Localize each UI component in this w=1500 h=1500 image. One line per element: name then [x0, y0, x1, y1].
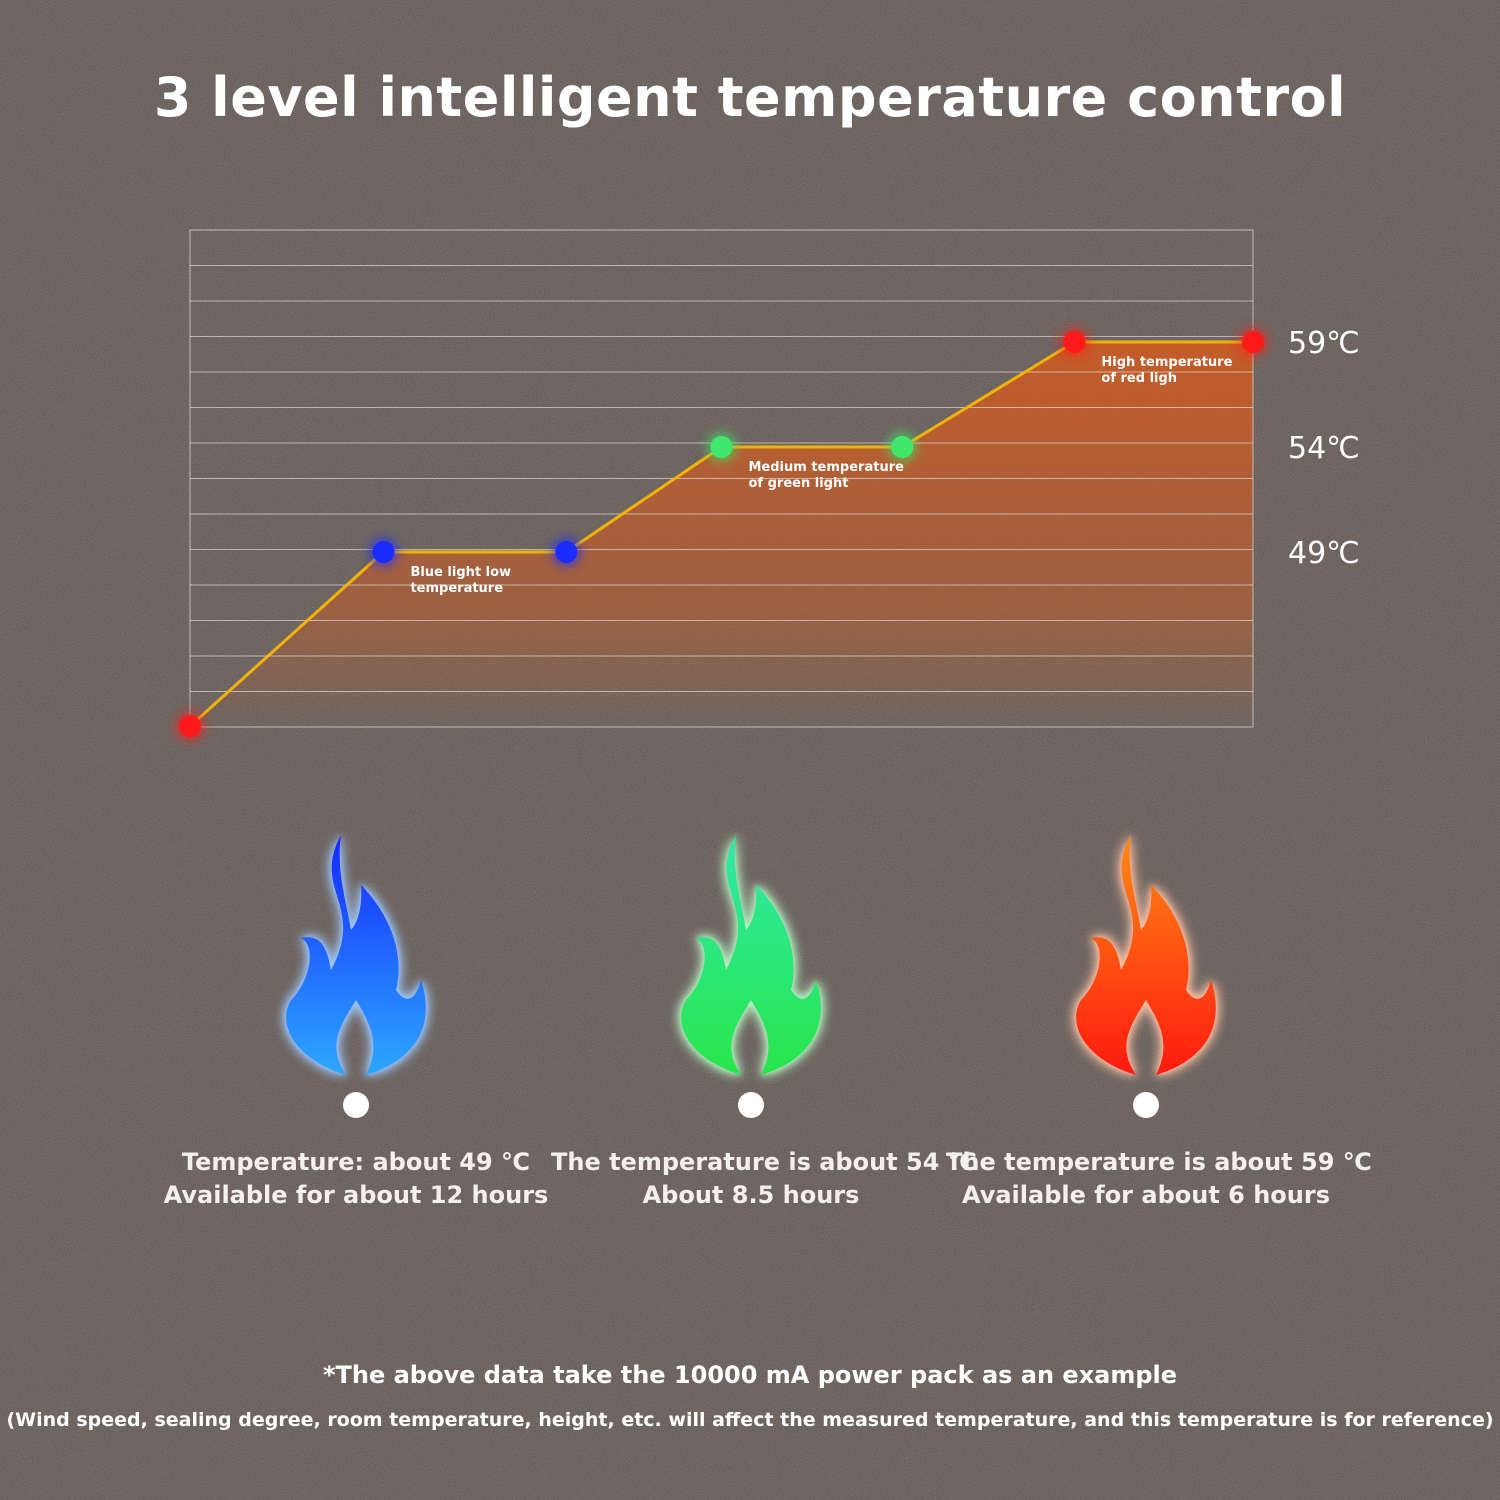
- red-flame-icon: [1076, 835, 1216, 1075]
- chart-area-fill: [190, 342, 1253, 727]
- chart-y-tick-label: 54℃: [1288, 431, 1360, 466]
- chart-y-tick-label: 59℃: [1288, 326, 1360, 361]
- green-flame-icon: [681, 835, 821, 1075]
- chart-annotation: Blue light low temperature: [410, 565, 511, 596]
- level-dot: [343, 1092, 369, 1118]
- level-blue: Temperature: about 49 ℃ Available for ab…: [156, 830, 556, 1212]
- level-temperature: The temperature is about 59 ℃: [946, 1148, 1372, 1176]
- level-duration: Available for about 6 hours: [962, 1181, 1330, 1209]
- chart-point: [710, 436, 733, 458]
- level-red: The temperature is about 59 ℃ Available …: [946, 830, 1372, 1212]
- level-duration: Available for about 12 hours: [163, 1181, 549, 1209]
- temperature-levels: Temperature: about 49 ℃ Available for ab…: [0, 830, 1500, 1250]
- level-dot: [738, 1092, 764, 1118]
- chart-annotation: High temperature of red ligh: [1101, 355, 1232, 386]
- level-description: The temperature is about 54 ℃ About 8.5 …: [551, 1146, 977, 1212]
- level-temperature: Temperature: about 49 ℃: [181, 1148, 531, 1176]
- level-dot: [1133, 1092, 1159, 1118]
- blue-flame-icon: [286, 835, 426, 1075]
- level-green: The temperature is about 54 ℃ About 8.5 …: [551, 830, 977, 1212]
- level-description: Temperature: about 49 ℃ Available for ab…: [156, 1146, 556, 1212]
- level-duration: About 8.5 hours: [642, 1181, 860, 1209]
- chart-point: [372, 541, 395, 563]
- level-description: The temperature is about 59 ℃ Available …: [946, 1146, 1372, 1212]
- page-title: 3 level intelligent temperature control: [153, 66, 1347, 129]
- footnote: *The above data take the 10000 mA power …: [322, 1361, 1178, 1389]
- chart-point: [179, 715, 201, 738]
- level-temperature: The temperature is about 54 ℃: [551, 1148, 977, 1176]
- chart-point: [1242, 331, 1264, 353]
- disclaimer: (Wind speed, sealing degree, room temper…: [6, 1409, 1494, 1431]
- chart-y-tick-label: 49℃: [1288, 536, 1360, 571]
- chart-point: [891, 436, 914, 458]
- chart-point: [1063, 331, 1086, 353]
- temperature-chart: Blue light low temperature Medium temperat…: [175, 229, 1360, 742]
- chart-annotation: Medium temperature of green light: [749, 460, 905, 491]
- chart-point: [555, 541, 578, 563]
